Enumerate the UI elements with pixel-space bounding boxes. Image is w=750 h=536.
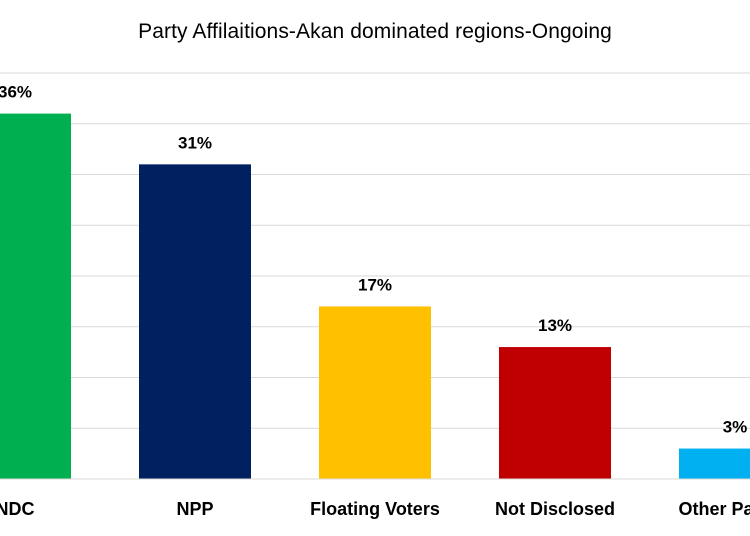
chart-title: Party Affilaitions-Akan dominated region… [138, 20, 612, 43]
data-labels: 36% 31% 17% 13% 3% [0, 83, 747, 437]
bar-ndc [0, 113, 71, 479]
bar-floating-voters [319, 306, 431, 479]
bars [0, 113, 750, 479]
category-label: Floating Voters [310, 499, 440, 519]
bar-npp [139, 164, 251, 479]
bar-other-parties [679, 448, 750, 479]
category-label: NPP [176, 499, 213, 519]
data-label: 17% [358, 275, 392, 294]
category-labels: NDC NPP Floating Voters Not Disclosed Other … [0, 499, 750, 519]
category-label: Other Parties [678, 499, 750, 519]
data-label: 3% [723, 418, 748, 437]
category-label: NDC [0, 499, 35, 519]
category-label: Not Disclosed [495, 499, 615, 519]
bar-not-disclosed [499, 347, 611, 479]
data-label: 13% [538, 316, 572, 335]
data-label: 36% [0, 83, 32, 102]
data-label: 31% [178, 133, 212, 152]
